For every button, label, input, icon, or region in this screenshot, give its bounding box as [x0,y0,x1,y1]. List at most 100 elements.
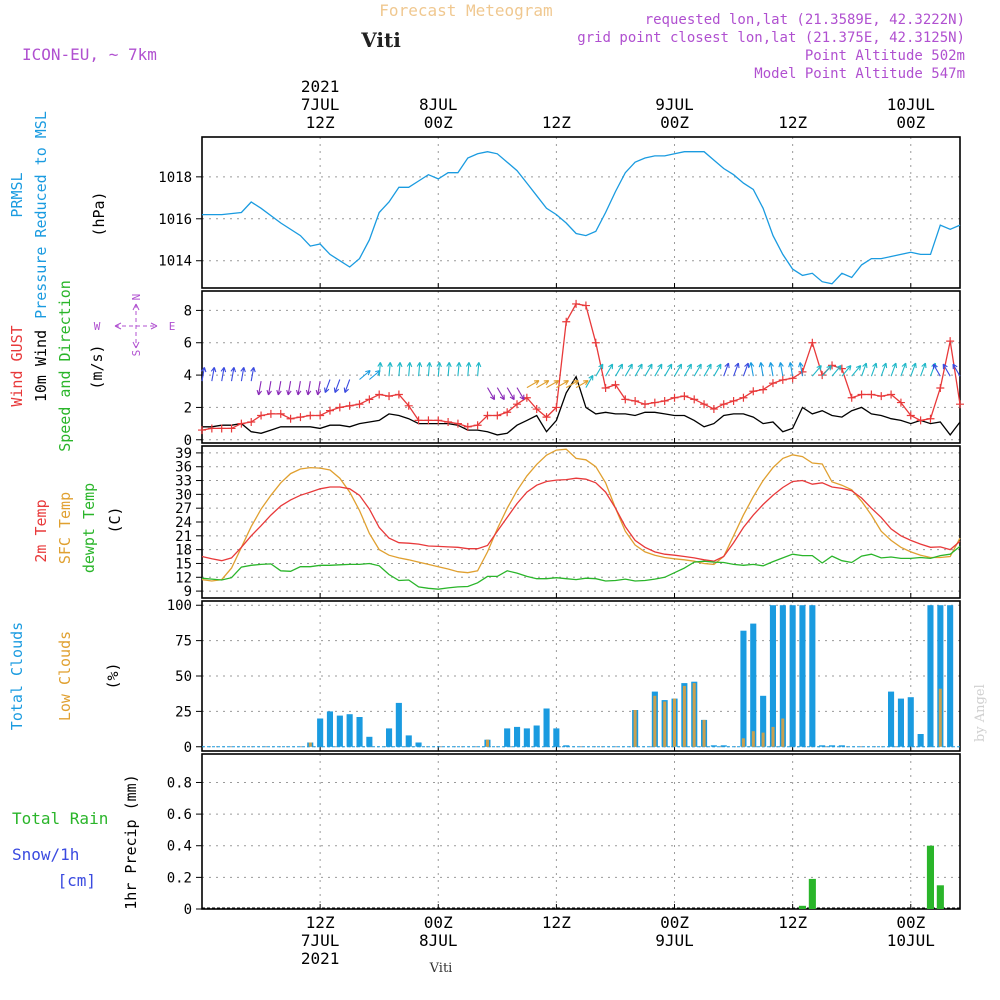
wind-direction-arrow [475,362,482,377]
time-label: 00Z [424,913,453,932]
y-tick-label: 36 [175,460,192,476]
total-cloud-bar [405,735,412,747]
pressure-panel: 1014 1016 1018 [158,136,961,289]
gust-marker [365,395,374,404]
wind-direction-arrow [742,362,750,377]
y-tick-label: 0 [184,433,192,449]
wind-direction-arrow [546,380,560,389]
gust-marker [562,317,571,326]
wind-direction-arrow [841,364,852,377]
gust-marker [946,337,955,346]
y-tick-label: 21 [175,529,192,545]
total-cloud-bar [317,718,324,747]
pressure-frame [201,136,961,289]
gust-marker [355,400,364,409]
total-cloud-bar [740,630,747,747]
total-cloud-bar [533,725,540,747]
gust-marker [493,411,502,420]
gust-marker [896,398,905,407]
wind-direction-arrow [536,380,550,389]
wind-direction-arrow [595,363,604,377]
wind-direction-arrow [890,362,898,377]
gust-marker [759,385,768,394]
gust-marker [601,384,610,393]
gust-marker [316,411,325,420]
wind-direction-arrow [397,362,403,377]
wind-direction-arrow [920,362,927,377]
y-tick-label: 50 [175,669,192,685]
gust-marker [611,380,620,389]
wind-direction-arrow [624,363,633,377]
wind-direction-arrow [487,387,496,401]
total-cloud-bar [504,728,511,747]
rain-bar [936,885,944,909]
gust-marker [828,361,837,370]
sfc-temp-line [201,448,961,582]
wind-direction-arrow [910,362,917,377]
wind-direction-arrow [456,362,462,377]
gust-marker [483,411,492,420]
gust-marker [591,338,600,347]
gust-marker [877,392,886,401]
wind-direction-arrow [644,363,653,377]
wind-direction-arrow [713,363,722,377]
total-cloud-bar [799,605,806,747]
wind-direction-arrow [526,380,540,389]
gust-marker [385,392,394,401]
gust-marker [936,384,945,393]
pressure-label: PRMSL [8,172,26,217]
wind-direction-arrow [266,381,272,396]
total-cloud-bar [514,726,521,747]
total-cloud-bar [760,695,767,747]
time-label: 00Z [660,913,689,932]
gust-marker [768,379,777,388]
wind-direction-arrow [210,366,217,382]
total-cloud-bar [356,717,363,747]
precip-legend-label: [cm] [57,871,96,890]
wind-direction-arrow [615,363,624,377]
gust-marker [660,396,669,405]
grid-point-coords: grid point closest lon,lat (21.375E, 42.… [577,30,965,46]
gust-marker [424,416,433,425]
gust-marker [286,414,295,423]
temp-unit: (C) [106,506,124,533]
precip-unit: 1hr Precip (mm) [122,774,140,909]
gust-marker [621,395,630,404]
wind-direction-arrow [851,364,862,377]
wind-direction-arrow [315,381,322,396]
sfc-temp-label: SFC Temp [56,492,74,564]
time-label: 10JUL [887,931,935,950]
total-cloud-bar [710,745,717,747]
y-tick-label: 2 [184,400,192,416]
y-tick-label: 33 [175,474,192,490]
rain-bar [926,845,934,909]
gust-marker [670,393,679,402]
gust-marker [542,413,551,422]
gust-marker [719,400,728,409]
gust-marker [847,393,856,402]
rain-bar [808,878,816,909]
low-cloud-bar [751,731,755,747]
wind-direction-arrow [932,363,941,377]
time-label: 8JUL [419,931,458,950]
y-tick-label: 1018 [158,170,192,186]
wind-direction-arrow [256,381,263,396]
gust-marker [296,413,305,422]
low-clouds-label: Low Clouds [56,631,74,721]
compass-south: S [130,350,143,357]
y-tick-label: 39 [175,446,192,462]
wind-direction-arrow [585,374,594,388]
temp-frame [201,445,961,599]
wind-direction-arrow [683,363,692,377]
low-cloud-bar [663,701,667,747]
low-cloud-bar [761,732,765,747]
y-tick-label: 0.6 [167,807,192,823]
wind-direction-arrow [286,381,292,396]
time-label-top: 2021 [301,77,340,96]
wind-direction-arrow [565,380,579,389]
gust-marker [473,421,482,430]
total-clouds-label: Total Clouds [8,622,26,730]
precip-legend-label: Snow/1h [12,845,79,864]
wind-direction-arrow [870,362,878,377]
